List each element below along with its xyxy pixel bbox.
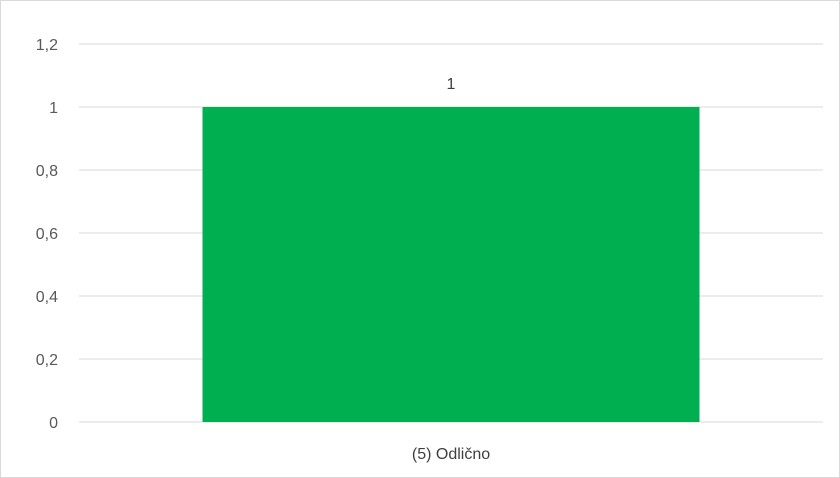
y-tick-label: 0,4 xyxy=(36,289,58,306)
y-tick-label: 0,6 xyxy=(36,226,58,243)
bars xyxy=(202,107,700,422)
y-tick-label: 0,8 xyxy=(36,163,58,180)
category-label: (5) Odlično xyxy=(412,446,490,463)
y-tick-label: 1,2 xyxy=(36,37,58,54)
data-label: 1 xyxy=(447,76,456,93)
data-labels: 1 xyxy=(447,76,456,93)
y-tick-label: 0 xyxy=(49,415,58,432)
y-tick-label: 0,2 xyxy=(36,352,58,369)
y-tick-label: 1 xyxy=(49,100,58,117)
x-axis-category-labels: (5) Odlično xyxy=(412,446,490,463)
y-axis-tick-labels: 0 0,2 0,4 0,6 0,8 1 1,2 xyxy=(36,37,58,432)
bar xyxy=(202,107,700,422)
